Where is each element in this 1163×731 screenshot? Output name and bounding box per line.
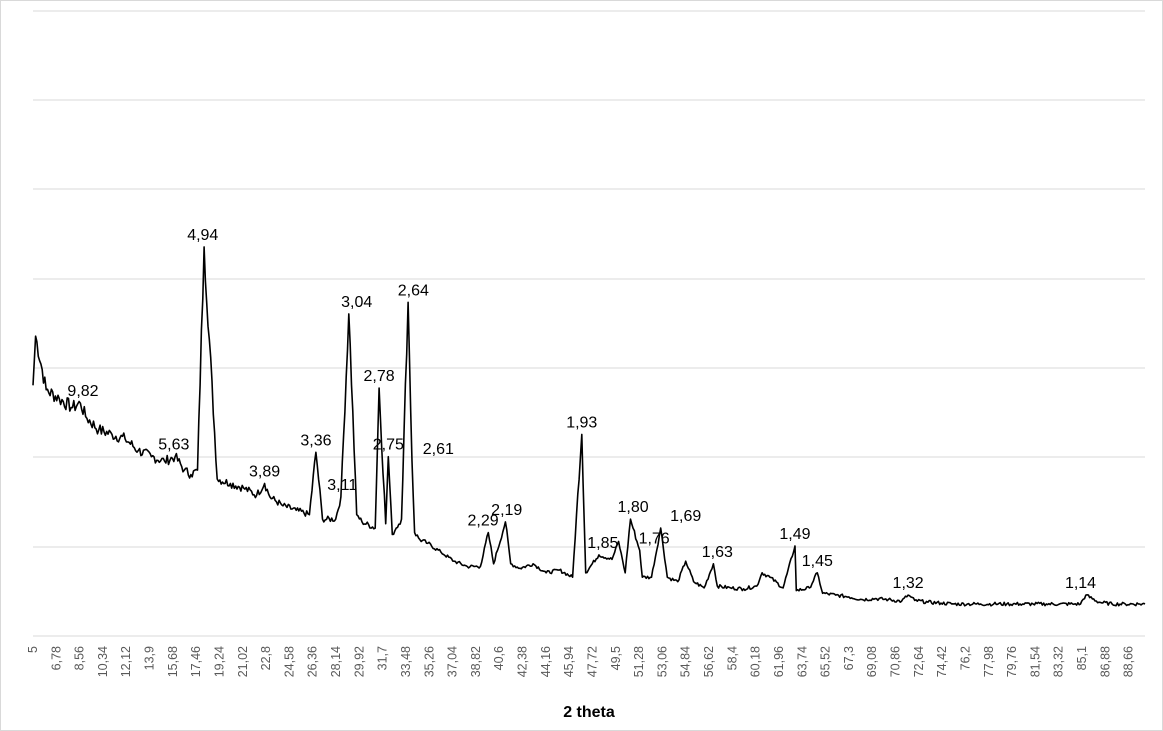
x-tick-label: 83,32 bbox=[1052, 646, 1066, 677]
peak-label: 3,89 bbox=[249, 463, 280, 480]
peak-label: 1,49 bbox=[779, 526, 810, 543]
peak-label: 3,11 bbox=[327, 477, 357, 494]
x-tick-label: 51,28 bbox=[632, 646, 646, 677]
peak-label: 3,04 bbox=[341, 294, 372, 311]
peak-label: 5,63 bbox=[158, 437, 189, 454]
x-tick-label: 40,6 bbox=[492, 646, 506, 670]
x-tick-label: 31,7 bbox=[376, 646, 390, 670]
peak-label: 1,85 bbox=[587, 535, 618, 552]
x-tick-label: 49,5 bbox=[609, 646, 623, 670]
x-tick-label: 53,06 bbox=[655, 646, 669, 677]
x-tick-label: 29,92 bbox=[352, 646, 366, 677]
x-tick-label: 28,14 bbox=[329, 646, 343, 677]
x-tick-label: 86,88 bbox=[1098, 646, 1112, 677]
x-tick-label: 33,48 bbox=[399, 646, 413, 677]
x-tick-label: 60,18 bbox=[749, 646, 763, 677]
x-tick-label: 61,96 bbox=[772, 646, 786, 677]
x-tick-label: 21,02 bbox=[236, 646, 250, 677]
peak-label: 1,45 bbox=[802, 553, 833, 570]
peak-label: 3,36 bbox=[300, 432, 331, 449]
peak-label: 1,93 bbox=[566, 414, 597, 431]
x-tick-label: 70,86 bbox=[889, 646, 903, 677]
x-axis-tick-labels: 5 6,78 8,56 10,34 12,12 13,9 15,68 17,46 19,24 21… bbox=[26, 646, 1136, 677]
peak-label: 2,75 bbox=[373, 437, 404, 454]
x-tick-label: 54,84 bbox=[679, 646, 693, 677]
x-tick-label: 12,12 bbox=[119, 646, 133, 677]
x-tick-label: 42,38 bbox=[516, 646, 530, 677]
x-tick-label: 81,54 bbox=[1028, 646, 1042, 677]
x-tick-label: 19,24 bbox=[213, 646, 227, 677]
x-tick-label: 56,62 bbox=[702, 646, 716, 677]
peak-label: 1,69 bbox=[670, 508, 701, 525]
peak-label: 2,64 bbox=[398, 282, 429, 299]
x-tick-label: 26,36 bbox=[306, 646, 320, 677]
peak-label: 2,61 bbox=[423, 441, 454, 458]
x-tick-label: 45,94 bbox=[562, 646, 576, 677]
peak-label: 4,94 bbox=[187, 227, 218, 244]
x-tick-label: 69,08 bbox=[865, 646, 879, 677]
x-tick-label: 74,42 bbox=[935, 646, 949, 677]
peak-labels: 9,82 4,94 5,63 3,89 3,36 3,11 3,04 2,78 2,75 2,64… bbox=[67, 227, 1096, 592]
peak-label: 1,32 bbox=[893, 575, 924, 592]
xrd-pattern-line bbox=[32, 246, 1146, 607]
x-tick-label: 5 bbox=[26, 646, 40, 653]
x-tick-label: 10,34 bbox=[96, 646, 110, 677]
x-tick-label: 35,26 bbox=[422, 646, 436, 677]
x-tick-label: 44,16 bbox=[539, 646, 553, 677]
x-tick-label: 24,58 bbox=[282, 646, 296, 677]
x-tick-label: 37,04 bbox=[446, 646, 460, 677]
x-tick-label: 8,56 bbox=[73, 646, 87, 670]
x-tick-label: 77,98 bbox=[982, 646, 996, 677]
peak-label: 9,82 bbox=[67, 383, 98, 400]
gridlines bbox=[33, 10, 1145, 637]
peak-label: 2,78 bbox=[364, 368, 395, 385]
x-tick-label: 17,46 bbox=[189, 646, 203, 677]
x-tick-label: 38,82 bbox=[469, 646, 483, 677]
x-tick-label: 6,78 bbox=[49, 646, 63, 670]
x-tick-label: 85,1 bbox=[1075, 646, 1089, 670]
x-tick-label: 65,52 bbox=[819, 646, 833, 677]
x-tick-label: 88,66 bbox=[1122, 646, 1136, 677]
peak-label: 1,76 bbox=[639, 530, 670, 547]
x-tick-label: 76,2 bbox=[959, 646, 973, 670]
x-tick-label: 72,64 bbox=[912, 646, 926, 677]
x-tick-label: 79,76 bbox=[1005, 646, 1019, 677]
peak-label: 2,29 bbox=[467, 513, 498, 530]
peak-label: 1,63 bbox=[702, 544, 733, 561]
x-tick-label: 13,9 bbox=[143, 646, 157, 670]
x-tick-label: 63,74 bbox=[795, 646, 809, 677]
peak-label: 1,80 bbox=[618, 499, 649, 516]
x-tick-label: 47,72 bbox=[586, 646, 600, 677]
x-tick-label: 15,68 bbox=[166, 646, 180, 677]
x-tick-label: 67,3 bbox=[842, 646, 856, 670]
peak-label: 2,19 bbox=[491, 502, 522, 519]
x-axis-title: 2 theta bbox=[563, 704, 615, 721]
x-tick-label: 22,8 bbox=[259, 646, 273, 670]
x-tick-label: 58,4 bbox=[725, 646, 739, 670]
peak-label: 1,14 bbox=[1065, 575, 1096, 592]
